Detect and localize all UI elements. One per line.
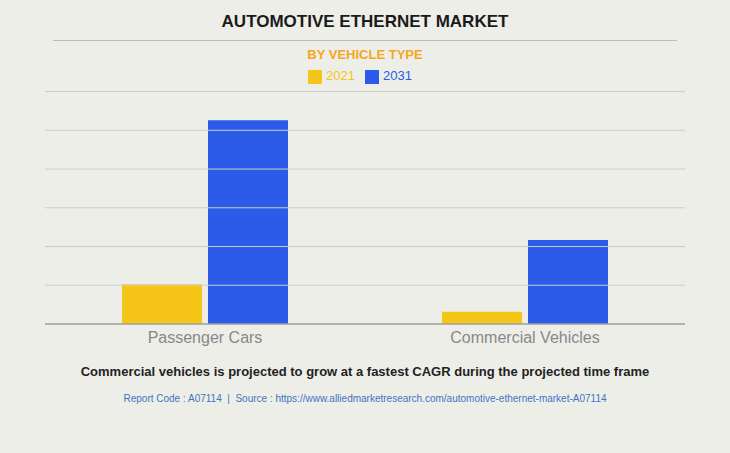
svg-text:Commercial Vehicles: Commercial Vehicles (450, 329, 599, 346)
svg-text:Passenger Cars: Passenger Cars (148, 329, 263, 346)
html-text:BY VEHICLE TYPE: BY VEHICLE TYPE (307, 47, 423, 62)
html-text:AUTOMOTIVE ETHERNET MARKET: AUTOMOTIVE ETHERNET MARKET (221, 12, 509, 31)
html-text:2021: 2021 (326, 68, 355, 83)
html-text:Commercial vehicles is project: Commercial vehicles is projected to grow… (80, 364, 650, 379)
html-text:Report Code : A07114 | Source: Report Code : A07114 | Source : https://… (123, 393, 607, 404)
html-text:2031: 2031 (383, 68, 412, 83)
